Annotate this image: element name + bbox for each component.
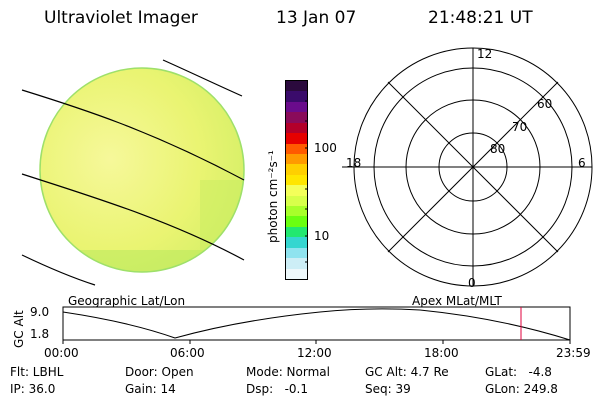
xtick-0600: 06:00 [170, 346, 205, 360]
colorbar [285, 80, 308, 280]
colorbar-segment [286, 112, 307, 123]
info-flt: Flt: LBHL [10, 365, 64, 379]
polar-diagonal-2 [387, 81, 559, 253]
colorbar-segment [286, 81, 307, 92]
polar-label: Apex MLat/MLT [412, 294, 502, 308]
info-door: Door: Open [125, 365, 194, 379]
mlt-label-18: 18 [346, 156, 362, 170]
uv-disk-edge [39, 67, 245, 273]
lat-label-60: 60 [537, 97, 553, 111]
colorbar-segment [286, 226, 307, 238]
colorbar-segment [286, 185, 307, 196]
altitude-ytick-top: 9.0 [30, 305, 50, 319]
colorbar-segment [286, 153, 307, 165]
lat-label-70: 70 [512, 120, 528, 134]
colorbar-segment [286, 237, 307, 248]
colorbar-segment [286, 164, 307, 175]
colorbar-segment [286, 206, 307, 217]
altitude-ylabel: GC Alt [12, 310, 26, 348]
mlt-label-12: 12 [477, 47, 493, 61]
colorbar-tick-10: 10 [314, 229, 330, 243]
app-title: Ultraviolet Imager [44, 8, 198, 28]
info-ip: IP: 36.0 [10, 382, 56, 396]
xtick-2359: 23:59 [556, 346, 591, 360]
colorbar-segment [286, 101, 307, 113]
altitude-curve [62, 308, 571, 341]
lat-line-1 [21, 89, 245, 181]
altitude-ytick-bottom: 1.8 [30, 327, 50, 341]
lat-line-4 [21, 254, 96, 286]
colorbar-tick-100: 100 [314, 141, 337, 155]
mlt-label-0: 0 [468, 276, 476, 290]
info-dsp: Dsp: -0.1 [246, 382, 309, 396]
colorbar-segment [286, 143, 307, 154]
colorbar-segment [286, 268, 307, 280]
colorbar-segment [286, 258, 307, 269]
xtick-0000: 00:00 [44, 346, 79, 360]
colorbar-segment [286, 91, 307, 102]
info-gcalt: GC Alt: 4.7 Re [365, 365, 449, 379]
info-mode: Mode: Normal [246, 365, 330, 379]
lat-line-2 [21, 173, 245, 261]
colorbar-segment [286, 122, 307, 134]
info-glat: GLat: -4.8 [485, 365, 552, 379]
colorbar-segment [286, 133, 307, 144]
lat-label-80: 80 [490, 142, 506, 156]
colorbar-segment [286, 174, 307, 186]
colorbar-segment [286, 247, 307, 259]
info-gain: Gain: 14 [125, 382, 176, 396]
xtick-1800: 18:00 [424, 346, 459, 360]
date-label: 13 Jan 07 [276, 8, 357, 28]
lat-line-3 [162, 59, 243, 97]
xtick-1200: 12:00 [297, 346, 332, 360]
mlt-label-6: 6 [578, 156, 586, 170]
colorbar-segment [286, 195, 307, 207]
info-glon: GLon: 249.8 [485, 382, 558, 396]
info-seq: Seq: 39 [365, 382, 411, 396]
colorbar-segment [286, 216, 307, 227]
time-label: 21:48:21 UT [428, 8, 533, 28]
geographic-label: Geographic Lat/Lon [68, 294, 186, 308]
